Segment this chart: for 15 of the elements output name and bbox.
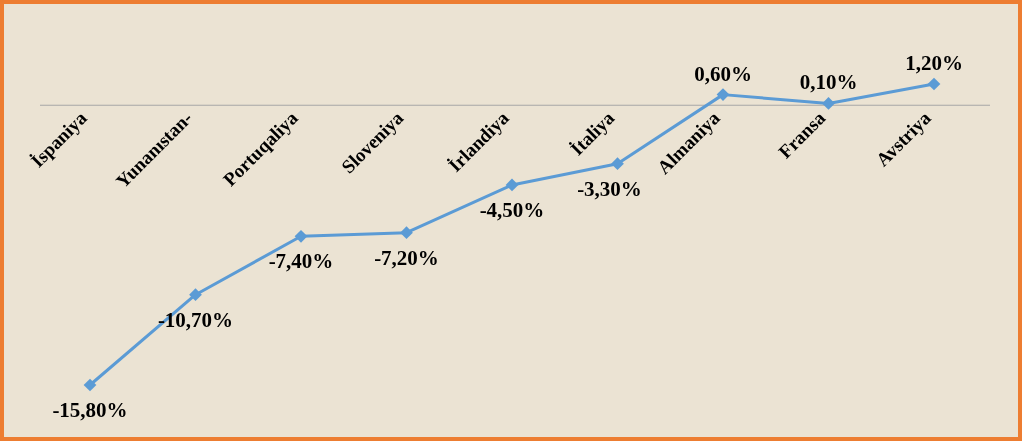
point <box>927 77 941 91</box>
data-label: -7,20% <box>374 245 439 270</box>
point <box>822 97 835 110</box>
data-label: 0,10% <box>799 70 858 95</box>
point <box>505 178 519 192</box>
data-label: -4,50% <box>479 197 545 222</box>
point <box>83 378 97 392</box>
point <box>189 288 202 302</box>
data-label: 0,60% <box>694 61 752 86</box>
data-label: -3,30% <box>577 176 642 201</box>
data-label: 1,20% <box>905 51 963 75</box>
data-label: -7,40% <box>268 249 334 274</box>
point <box>400 226 413 240</box>
data-label: -15,80% <box>52 398 128 422</box>
point <box>611 157 624 171</box>
